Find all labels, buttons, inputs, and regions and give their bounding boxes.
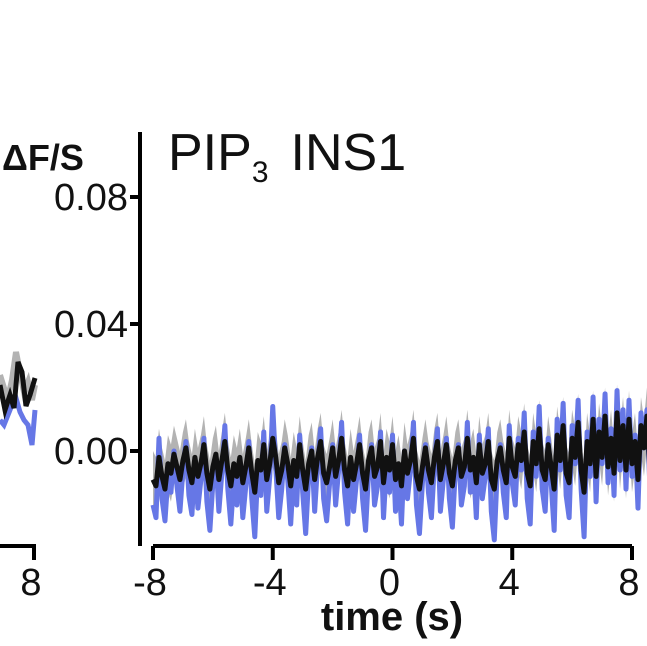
data-layer xyxy=(150,384,647,543)
title-subscript: 3 xyxy=(252,156,269,189)
y-axis-label: ΔF/S xyxy=(2,137,84,178)
title-main: PIP xyxy=(168,124,252,182)
x-tick-label: -4 xyxy=(253,562,287,604)
alt-series-line xyxy=(150,388,647,543)
mean-series-line xyxy=(150,410,647,495)
x-ticks: -8 -4 0 4 8 xyxy=(133,546,640,604)
x-tick-label: -8 xyxy=(133,562,167,604)
left-panel-tick-label: 8 xyxy=(20,562,41,604)
x-axis-label: time (s) xyxy=(321,595,463,639)
y-ticks: 0.00 0.04 0.08 xyxy=(54,177,140,473)
x-tick-label: 0 xyxy=(379,562,400,604)
left-panel-mean-trace xyxy=(0,361,38,420)
left-panel-alt-trace xyxy=(0,391,38,446)
x-tick-label: 4 xyxy=(499,562,520,604)
left-panel-fragment: 8 ΔF/S xyxy=(0,137,84,604)
y-tick-label: 0.04 xyxy=(54,304,128,346)
chart-title: PIP3 INS1 xyxy=(168,124,406,189)
right-panel: PIP3 INS1 0.00 0.04 0.08 -8 -4 0 4 8 time (s) xyxy=(54,124,647,639)
title-suffix: INS1 xyxy=(291,124,407,182)
y-tick-label: 0.00 xyxy=(54,431,128,473)
y-tick-label: 0.08 xyxy=(54,177,128,219)
x-tick-label: 8 xyxy=(618,562,639,604)
